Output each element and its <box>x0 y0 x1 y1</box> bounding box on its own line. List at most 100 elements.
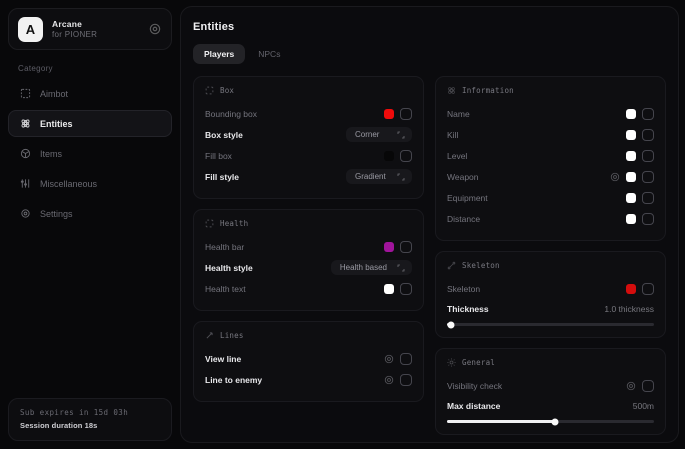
color-swatch[interactable] <box>626 283 636 294</box>
row-controls <box>384 373 412 386</box>
toggle-checkbox[interactable] <box>400 107 412 120</box>
dropdown-health-style[interactable]: Health based <box>330 260 412 275</box>
sidebar-item-entities[interactable]: Entities <box>8 110 172 137</box>
max-distance-slider-knob[interactable] <box>551 418 559 425</box>
sidebar-item-miscellaneous[interactable]: Miscellaneous <box>8 170 172 197</box>
brand-card[interactable]: A Arcane for PIONER <box>8 8 172 50</box>
row-weapon: Weapon <box>447 166 654 187</box>
main-panel: Entities Players NPCs Box Bounding box <box>180 6 679 443</box>
dropdown-box-style[interactable]: Corner <box>346 127 412 142</box>
color-swatch[interactable] <box>384 108 394 119</box>
sidebar: A Arcane for PIONER Category Aimbot <box>6 6 174 443</box>
row-label: Name <box>447 108 470 119</box>
color-swatch[interactable] <box>626 150 636 161</box>
toggle-checkbox[interactable] <box>642 107 654 120</box>
toggle-checkbox[interactable] <box>400 282 412 295</box>
dropdown-fill-style[interactable]: Gradient <box>346 169 412 184</box>
card-box: Box Bounding box Box style Corner <box>193 76 424 199</box>
sidebar-nav: Aimbot Entities Items Miscellaneous <box>6 80 174 227</box>
color-swatch[interactable] <box>384 150 394 161</box>
session-duration-text: Session duration 18s <box>20 421 98 430</box>
row-label: Equipment <box>447 192 488 203</box>
row-skeleton: Skeleton <box>447 278 654 299</box>
row-kill: Kill <box>447 124 654 145</box>
row-label: Bounding box <box>205 108 257 119</box>
card-title: Information <box>462 86 514 95</box>
toggle-checkbox[interactable] <box>400 149 412 162</box>
gear-icon <box>20 208 31 219</box>
toggle-checkbox[interactable] <box>400 373 412 386</box>
card-header: Skeleton <box>447 261 654 270</box>
sidebar-item-label: Aimbot <box>40 88 69 99</box>
brand-title: Arcane <box>52 19 83 29</box>
expand-icon <box>397 173 405 181</box>
row-label: Level <box>447 150 468 161</box>
row-controls <box>384 107 412 120</box>
sidebar-item-label: Entities <box>40 118 73 129</box>
row-label: Visibility check <box>447 380 503 391</box>
gear-icon[interactable] <box>384 375 394 385</box>
max-distance-slider-track[interactable] <box>447 418 654 425</box>
card-skeleton: Skeleton Skeleton Thickness 1.0 thicknes… <box>435 251 666 338</box>
toggle-checkbox[interactable] <box>642 170 654 183</box>
settings-columns: Box Bounding box Box style Corner <box>193 76 666 435</box>
toggle-checkbox[interactable] <box>400 352 412 365</box>
card-header: Lines <box>205 331 412 340</box>
row-label: Health text <box>205 283 246 294</box>
sub-expiry-text: Sub expires in 15d 03h <box>20 408 129 417</box>
row-health-text: Health text <box>205 278 412 299</box>
color-swatch[interactable] <box>626 192 636 203</box>
card-title: Lines <box>220 331 244 340</box>
slider-label: Thickness <box>447 304 489 314</box>
color-swatch[interactable] <box>626 129 636 140</box>
toggle-checkbox[interactable] <box>642 191 654 204</box>
box-select-icon <box>205 219 214 228</box>
row-label: Weapon <box>447 171 479 182</box>
color-swatch[interactable] <box>384 283 394 294</box>
card-information: Information Name Kill <box>435 76 666 241</box>
toggle-checkbox[interactable] <box>642 128 654 141</box>
card-title: Box <box>220 86 235 95</box>
row-controls <box>626 149 654 162</box>
color-swatch[interactable] <box>626 213 636 224</box>
color-swatch[interactable] <box>626 108 636 119</box>
card-title: Health <box>220 219 249 228</box>
gear-icon[interactable] <box>626 381 636 391</box>
row-line-to-enemy: Line to enemy <box>205 369 412 390</box>
sidebar-item-aimbot[interactable]: Aimbot <box>8 80 172 107</box>
row-label: Box style <box>205 129 243 140</box>
toggle-checkbox[interactable] <box>642 149 654 162</box>
row-label: View line <box>205 353 242 364</box>
toggle-checkbox[interactable] <box>642 379 654 392</box>
card-header: General <box>447 358 654 367</box>
row-bounding-box: Bounding box <box>205 103 412 124</box>
dropdown-value: Health based <box>339 263 387 272</box>
gear-icon[interactable] <box>148 22 162 36</box>
expand-icon <box>397 264 405 272</box>
color-swatch[interactable] <box>384 241 394 252</box>
thickness-slider-track[interactable] <box>447 321 654 328</box>
row-controls <box>626 107 654 120</box>
row-controls <box>384 240 412 253</box>
tab-players[interactable]: Players <box>193 44 246 64</box>
thickness-slider-knob[interactable] <box>447 321 455 328</box>
row-controls <box>626 128 654 141</box>
row-distance: Distance <box>447 208 654 229</box>
sidebar-item-items[interactable]: Items <box>8 140 172 167</box>
toggle-checkbox[interactable] <box>642 212 654 225</box>
color-swatch[interactable] <box>626 171 636 182</box>
row-controls <box>384 149 412 162</box>
gear-icon[interactable] <box>610 172 620 182</box>
sidebar-item-settings[interactable]: Settings <box>8 200 172 227</box>
atom-icon <box>20 118 31 129</box>
toggle-checkbox[interactable] <box>642 282 654 295</box>
tab-npcs[interactable]: NPCs <box>258 49 281 59</box>
sidebar-item-label: Items <box>40 148 63 159</box>
row-view-line: View line <box>205 348 412 369</box>
gear-icon[interactable] <box>384 354 394 364</box>
card-general: General Visibility check Max distance <box>435 348 666 435</box>
row-health-style: Health style Health based <box>205 257 412 278</box>
toggle-checkbox[interactable] <box>400 240 412 253</box>
row-box-style: Box style Corner <box>205 124 412 145</box>
slider-label: Max distance <box>447 401 501 411</box>
